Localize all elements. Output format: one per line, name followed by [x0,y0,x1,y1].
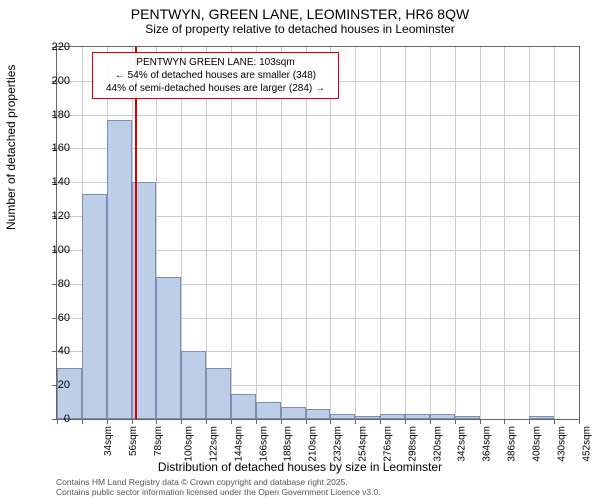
gridline-v [405,47,406,419]
histogram-bar [306,409,331,419]
xtick-mark [455,419,456,424]
gridline-v [256,47,257,419]
xtick-label: 430sqm [556,426,567,462]
y-axis-label: Number of detached properties [4,65,18,230]
xtick-mark [231,419,232,424]
xtick-label: 144sqm [233,426,244,462]
ytick-label: 20 [40,379,70,391]
chart-container: PENTWYN, GREEN LANE, LEOMINSTER, HR6 8QW… [0,0,600,500]
histogram-bar [82,194,107,419]
histogram-bar [57,368,82,419]
histogram-bar [231,394,256,419]
xtick-mark [380,419,381,424]
xtick-label: 100sqm [184,426,195,462]
xtick-label: 78sqm [153,426,164,456]
annotation-line: PENTWYN GREEN LANE: 103sqm [98,56,333,69]
gridline-v [529,47,530,419]
ytick-label: 80 [40,278,70,290]
gridline-v [330,47,331,419]
xtick-mark [181,419,182,424]
xtick-label: 56sqm [128,426,139,456]
ytick-label: 120 [40,210,70,222]
annotation-box: PENTWYN GREEN LANE: 103sqm← 54% of detac… [92,52,339,99]
xtick-label: 452sqm [581,426,592,462]
chart-subtitle: Size of property relative to detached ho… [0,22,600,40]
ytick-label: 160 [40,142,70,154]
histogram-bar [405,414,430,419]
xtick-label: 188sqm [283,426,294,462]
footer-line-2: Contains public sector information licen… [56,488,381,498]
xtick-label: 34sqm [103,426,114,456]
xtick-label: 210sqm [308,426,319,462]
ytick-label: 140 [40,176,70,188]
xtick-label: 386sqm [507,426,518,462]
xtick-mark [206,419,207,424]
footer-attribution: Contains HM Land Registry data © Crown c… [56,478,381,498]
xtick-label: 320sqm [432,426,443,462]
gridline-v [355,47,356,419]
xtick-mark [82,419,83,424]
histogram-bar [455,416,480,419]
xtick-label: 254sqm [358,426,369,462]
xtick-label: 276sqm [382,426,393,462]
histogram-bar [430,414,455,419]
xtick-mark [256,419,257,424]
xtick-mark [579,419,580,424]
x-axis-label: Distribution of detached houses by size … [0,460,600,474]
xtick-mark [156,419,157,424]
gridline-v [206,47,207,419]
xtick-label: 342sqm [457,426,468,462]
plot-area: PENTWYN GREEN LANE: 103sqm← 54% of detac… [56,46,580,420]
xtick-mark [330,419,331,424]
chart-title: PENTWYN, GREEN LANE, LEOMINSTER, HR6 8QW [0,0,600,22]
xtick-mark [430,419,431,424]
histogram-bar [256,402,281,419]
xtick-label: 408sqm [532,426,543,462]
xtick-label: 166sqm [258,426,269,462]
gridline-v [480,47,481,419]
histogram-bar [529,416,554,419]
histogram-bar [206,368,231,419]
reference-line [135,47,137,419]
xtick-label: 364sqm [482,426,493,462]
xtick-mark [355,419,356,424]
ytick-label: 220 [40,41,70,53]
histogram-bar [281,407,306,419]
histogram-bar [380,414,405,419]
xtick-label: 122sqm [208,426,219,462]
gridline-v [455,47,456,419]
gridline-v [554,47,555,419]
gridline-v [281,47,282,419]
xtick-mark [504,419,505,424]
gridline-v [504,47,505,419]
histogram-bar [330,414,355,419]
histogram-bar [107,120,132,419]
xtick-mark [554,419,555,424]
ytick-label: 180 [40,109,70,121]
ytick-label: 60 [40,312,70,324]
ytick-label: 100 [40,244,70,256]
xtick-mark [281,419,282,424]
ytick-label: 0 [40,413,70,425]
plot-outer: PENTWYN GREEN LANE: 103sqm← 54% of detac… [56,46,580,420]
xtick-label: 298sqm [407,426,418,462]
gridline-v [306,47,307,419]
ytick-label: 40 [40,345,70,357]
histogram-bar [355,416,380,419]
annotation-line: ← 54% of detached houses are smaller (34… [98,69,333,82]
xtick-mark [306,419,307,424]
xtick-mark [405,419,406,424]
histogram-bar [156,277,181,419]
gridline-v [380,47,381,419]
histogram-bar [181,351,206,419]
ytick-label: 200 [40,75,70,87]
annotation-line: 44% of semi-detached houses are larger (… [98,82,333,95]
xtick-mark [529,419,530,424]
xtick-label: 232sqm [333,426,344,462]
xtick-mark [107,419,108,424]
xtick-mark [480,419,481,424]
xtick-mark [132,419,133,424]
gridline-v [231,47,232,419]
gridline-v [430,47,431,419]
